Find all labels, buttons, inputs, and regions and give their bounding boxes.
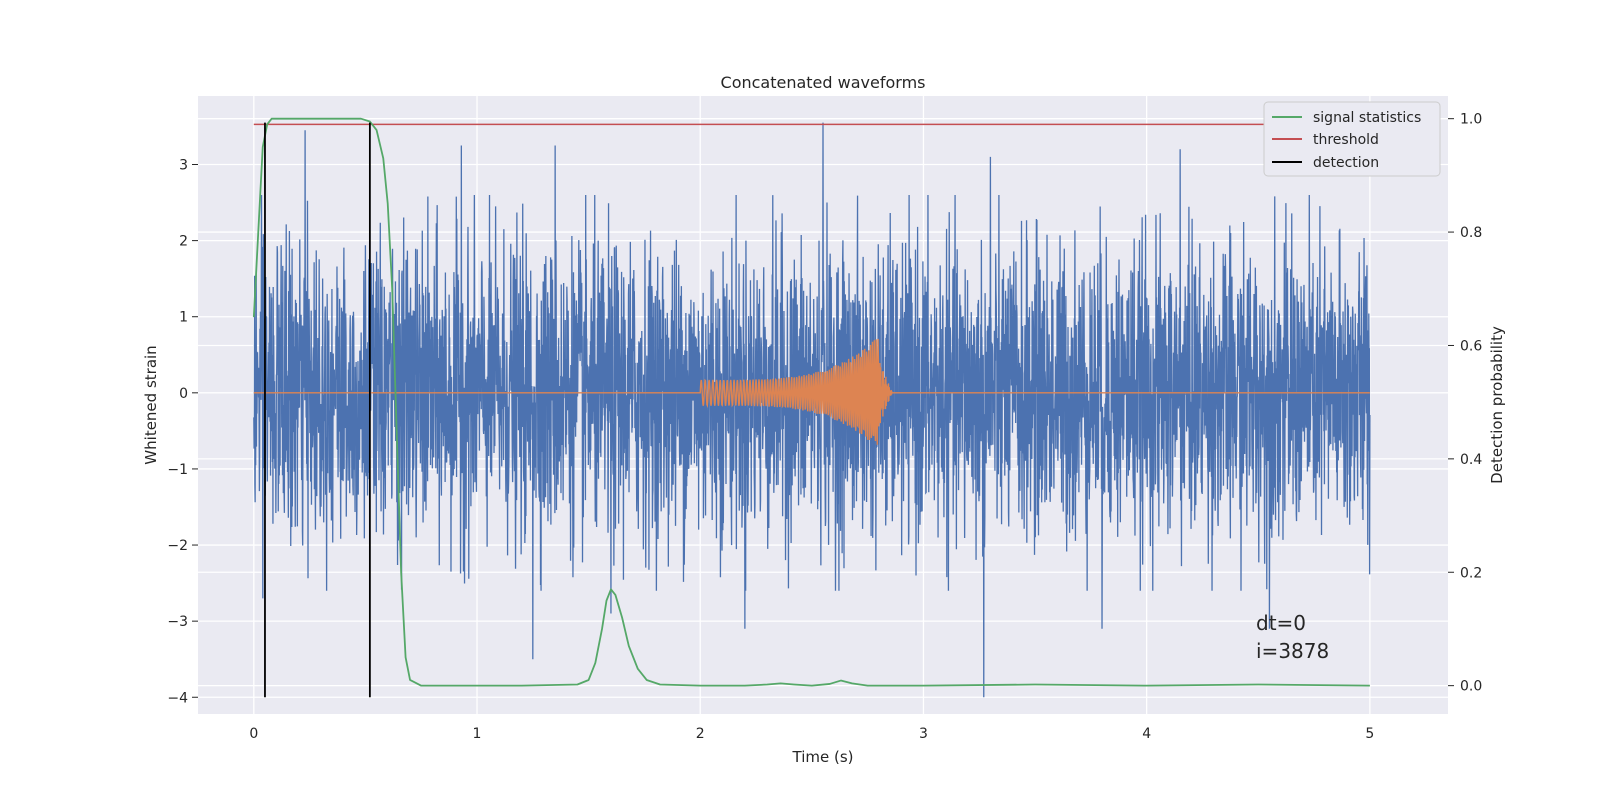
y-right-axis-title: Detection probability (1488, 326, 1506, 484)
y-tick-label: −4 (167, 690, 188, 706)
annotation-dt: dt=0 (1256, 611, 1306, 635)
chart-title: Concatenated waveforms (721, 73, 926, 92)
y-tick-label: −3 (167, 614, 188, 630)
axes: 0 1 2 3 4 5 −4 −3 −2 −1 0 1 2 3 0.0 0.2 0.4 0.6 0.8 1.0 (167, 112, 1482, 742)
legend-label-detection: detection (1313, 155, 1379, 171)
y-right-tick-label: 0.6 (1460, 338, 1482, 354)
x-tick-label: 2 (696, 726, 705, 742)
x-tick-label: 3 (919, 726, 928, 742)
y-axis-title: Whitened strain (142, 345, 160, 464)
y-right-tick-label: 0.4 (1460, 452, 1482, 468)
series-whitened-strain-line (253, 122, 1371, 698)
y-right-tick-label: 0.2 (1460, 565, 1482, 581)
series-signal-statistics-line (252, 117, 1370, 687)
y-right-tick-label: 0.0 (1460, 679, 1482, 695)
series-chirp-waveform-line (253, 338, 1370, 445)
x-axis-title: Time (s) (792, 748, 854, 766)
legend-label-signal-statistics: signal statistics (1313, 110, 1421, 126)
legend-box (1263, 101, 1441, 177)
annotation-i: i=3878 (1256, 639, 1329, 663)
x-tick-label: 1 (473, 726, 482, 742)
y-tick-label: 3 (179, 157, 188, 173)
y-tick-label: 1 (179, 310, 188, 326)
y-tick-label: −1 (167, 462, 188, 478)
x-tick-label: 5 (1365, 726, 1374, 742)
y-right-tick-label: 1.0 (1460, 112, 1482, 128)
series-layer (252, 117, 1371, 698)
legend: signal statistics threshold detection (1263, 101, 1441, 177)
y-tick-label: 2 (179, 234, 188, 250)
y-tick-label: −2 (167, 538, 188, 554)
y-tick-label: 0 (179, 386, 188, 402)
legend-label-threshold: threshold (1313, 132, 1379, 148)
y-right-tick-label: 0.8 (1460, 225, 1482, 241)
x-tick-label: 0 (249, 726, 258, 742)
x-tick-label: 4 (1142, 726, 1151, 742)
